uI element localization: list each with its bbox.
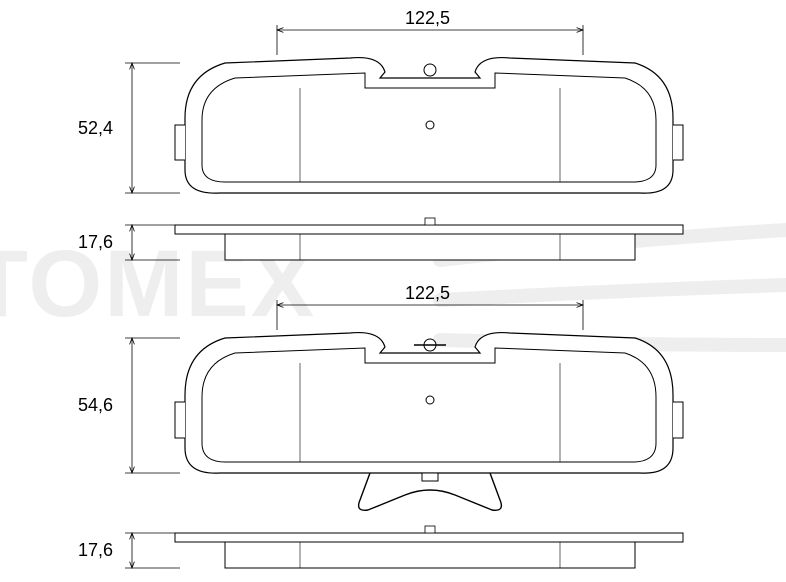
top-pad-side bbox=[125, 218, 683, 260]
top-pad-front bbox=[125, 25, 683, 193]
bottom-pad-front bbox=[125, 300, 683, 510]
technical-drawing bbox=[0, 0, 786, 582]
bottom-pad-side bbox=[125, 526, 683, 568]
